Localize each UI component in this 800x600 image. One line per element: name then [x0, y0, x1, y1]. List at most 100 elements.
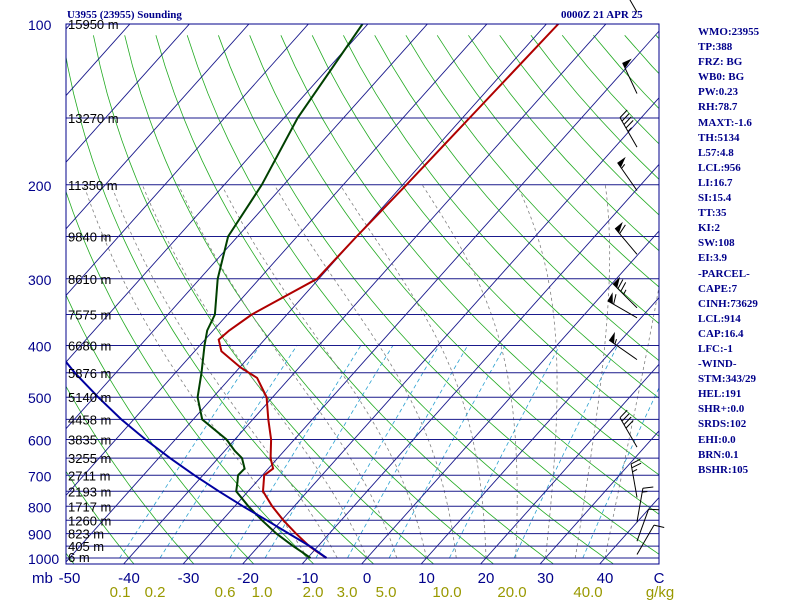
- temperature-tick-label: 40: [597, 570, 614, 587]
- height-label: 2193 m: [68, 484, 111, 499]
- dry-adiabat: [93, 35, 435, 564]
- index-item: TP:388: [698, 41, 733, 54]
- isotherm: [66, 24, 488, 496]
- wind-barb: [622, 58, 638, 94]
- wind-barb-half-feather: [623, 289, 627, 295]
- index-item: RH:78.7: [698, 101, 738, 114]
- mixing-ratio-tick-label: 5.0: [376, 584, 397, 600]
- isotherm: [123, 24, 607, 564]
- index-item: -WIND-: [698, 358, 737, 371]
- temperature-profile: [217, 24, 560, 559]
- wind-barb: [629, 0, 638, 13]
- pressure-tick-label: 100: [28, 17, 52, 33]
- valid-time: 0000Z 21 APR 25: [561, 9, 643, 21]
- index-item: EHI:0.0: [698, 433, 736, 446]
- temperature-tick-label: -20: [237, 570, 259, 587]
- index-item: KI:2: [698, 222, 720, 235]
- dry-adiabat: [468, 35, 659, 252]
- plot-frame: [65, 23, 660, 565]
- wind-barb: [608, 331, 638, 361]
- wind-barb-feather: [619, 409, 628, 419]
- mixing-ratio-line: [347, 345, 469, 559]
- dry-adiabat: [280, 35, 659, 476]
- wind-barb-staff: [636, 524, 655, 555]
- wind-barb-pennant: [617, 156, 626, 168]
- wind-barb-staff: [622, 62, 638, 94]
- index-item: SI:15.4: [698, 192, 732, 205]
- wind-barb-feather: [619, 109, 628, 118]
- index-item: LFC:-1: [698, 342, 733, 355]
- mixing-ratio-tick-label: 0.1: [110, 584, 131, 600]
- wind-barb-feather: [617, 279, 624, 289]
- mixing-ratio-line: [315, 345, 440, 559]
- dry-adiabat: [374, 35, 659, 362]
- isotherm: [66, 24, 309, 297]
- isotherm: [66, 24, 190, 163]
- pressure-tick-label: 1000: [28, 551, 59, 567]
- dry-adiabat: [66, 54, 375, 564]
- isotherm: [0, 12, 22, 569]
- wind-barb-staff: [607, 300, 638, 319]
- wind-barb-feather: [642, 486, 654, 489]
- mixing-ratio-line: [513, 345, 618, 559]
- temperature-tick-label: 0: [363, 570, 371, 587]
- dry-adiabat: [249, 35, 659, 515]
- dry-adiabat: [561, 35, 659, 145]
- moist-adiabat: [421, 184, 518, 558]
- isotherm: [182, 30, 659, 564]
- wind-barbs: [607, 0, 665, 555]
- index-item: SRDS:102: [698, 418, 747, 431]
- height-label: 1717 m: [68, 499, 111, 514]
- height-label: 5140 m: [68, 390, 111, 405]
- dry-adiabat: [66, 470, 135, 564]
- wind-barb-feather: [621, 113, 630, 122]
- moist-adiabat: [574, 184, 611, 559]
- height-label: 11350 m: [68, 178, 118, 193]
- isotherm: [301, 163, 659, 564]
- dry-adiabat: [218, 35, 659, 555]
- dry-adiabat: [66, 293, 255, 564]
- wind-barb-staff: [636, 509, 650, 542]
- dry-adiabat: [436, 35, 659, 288]
- dry-adiabat: [311, 35, 659, 437]
- stability-index-list: WMO:23955 TP:388 FRZ: BG WB0: BG PW:0.23 RH:7…: [698, 25, 759, 478]
- pressure-tick-label: 500: [28, 390, 52, 406]
- pressure-tick-label: 900: [28, 527, 52, 543]
- wind-barb-pennant: [609, 331, 615, 344]
- wind-barb-half-feather: [621, 163, 626, 169]
- dry-adiabat: [124, 35, 495, 564]
- pressure-tick-label: 200: [28, 178, 52, 194]
- isotherm: [539, 430, 659, 564]
- background-lines: [0, 12, 659, 569]
- moist-adiabat: [516, 184, 558, 559]
- index-item: LI:16.7: [698, 176, 733, 189]
- height-label: 9840 m: [68, 230, 111, 245]
- wind-barb-half-feather: [627, 127, 632, 132]
- wind-barb-pennant: [613, 276, 620, 288]
- temperature-tick-label: -10: [297, 570, 319, 587]
- mixing-ratio-line: [119, 345, 261, 559]
- index-item: MAXT:-1.6: [698, 116, 752, 129]
- temperature-tick-label: -30: [178, 570, 200, 587]
- wind-barb-feather: [613, 294, 617, 305]
- wind-barb-feather: [619, 224, 626, 234]
- wind-barb-half-feather: [614, 338, 617, 345]
- moist-adiabat: [604, 284, 659, 559]
- height-label: 6680 m: [68, 339, 111, 354]
- pressure-unit-label: mb: [32, 570, 53, 587]
- index-item: BRN:0.1: [698, 448, 739, 461]
- wind-barb: [619, 409, 638, 448]
- wind-barb: [636, 486, 654, 522]
- index-item: CAPE:7: [698, 282, 738, 295]
- wind-barb: [636, 524, 665, 555]
- height-label: 13270 m: [68, 111, 119, 126]
- height-label: 1260 m: [68, 513, 111, 528]
- height-label: 3255 m: [68, 451, 111, 466]
- station-title: U3955 (23955) Sounding: [67, 9, 182, 21]
- wind-barb: [636, 508, 660, 542]
- pressure-tick-label: 600: [28, 433, 52, 449]
- moist-adiabat: [221, 184, 427, 559]
- index-item: TH:5134: [698, 131, 740, 144]
- index-item: SHR+:0.0: [698, 403, 745, 416]
